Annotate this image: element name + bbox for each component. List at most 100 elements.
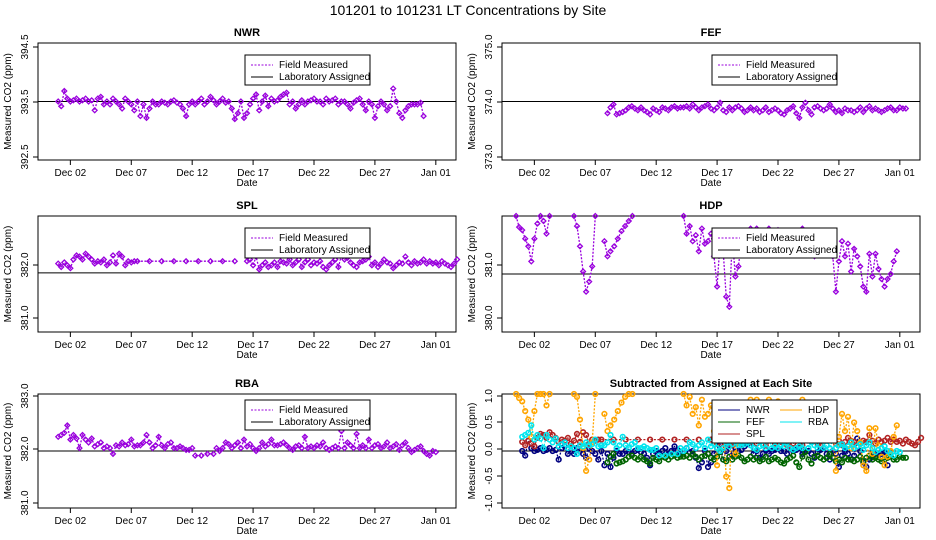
panel-fef-series-field-measured-point bbox=[866, 102, 873, 110]
panel-spl-series-field-measured-point bbox=[134, 257, 141, 265]
panel-spl-series-field-measured-point bbox=[249, 261, 257, 269]
panel-spl-series-field-measured-point bbox=[63, 261, 71, 269]
panel-subtracted-series-rba-point bbox=[869, 445, 876, 452]
panel-subtracted-series-fef-point bbox=[723, 458, 730, 465]
panel-spl-series-field-measured-point bbox=[398, 260, 406, 267]
panel-hdp-series-field-measured-point bbox=[859, 283, 867, 290]
panel-subtracted-series-rba-point bbox=[579, 443, 587, 450]
panel-subtracted-series-rba-point bbox=[826, 445, 833, 452]
panel-rba-series-field-measured-point bbox=[301, 433, 309, 441]
panel-spl-series-field-measured-point bbox=[353, 263, 360, 271]
panel-hdp-series-field-measured-point bbox=[866, 250, 873, 258]
panel-hdp-series-field-measured-point bbox=[683, 230, 690, 238]
panel-subtracted-series-hdp-point bbox=[841, 428, 849, 435]
panel-nwr-series-field-measured-point bbox=[298, 96, 306, 104]
panel-subtracted-series-rba-point bbox=[799, 445, 806, 452]
panel-rba-series-field-measured-point bbox=[197, 452, 205, 459]
panel-fef-series-field-measured-point bbox=[689, 101, 697, 108]
panel-rba-series-field-measured-point bbox=[359, 441, 367, 449]
panel-rba-series-field-measured-point bbox=[353, 430, 360, 438]
panel-subtracted-legend-label-rba: RBA bbox=[808, 417, 829, 428]
panel-spl-x-tick-label: Dec 17 bbox=[237, 340, 269, 351]
panel-fef-series-field-measured-point bbox=[637, 104, 645, 111]
panel-rba-series-field-measured-point bbox=[231, 441, 239, 449]
panel-hdp-series-field-measured-point bbox=[725, 303, 733, 311]
panel-subtracted-series-hdp-point bbox=[723, 473, 730, 480]
panel-nwr-series-field-measured-point bbox=[216, 98, 223, 105]
panel-hdp-series-field-measured-point bbox=[850, 245, 858, 253]
panel-subtracted-y-tick-label: -1.0 bbox=[484, 494, 495, 512]
panel-rba-series-field-measured-point bbox=[395, 446, 403, 454]
panel-rba-series-field-measured-point bbox=[106, 444, 114, 452]
panel-nwr-legend-label-field: Field Measured bbox=[279, 60, 348, 71]
panel-subtracted-series-rba-point bbox=[634, 445, 642, 452]
panel-subtracted-series-nwr-point bbox=[662, 445, 669, 452]
panel-subtracted-series-rba-point bbox=[753, 446, 760, 454]
panel-hdp-series-field-measured-line bbox=[609, 216, 633, 252]
panel-subtracted-series-hdp-point bbox=[863, 467, 870, 475]
panel-rba-x-tick-label: Dec 22 bbox=[298, 516, 330, 527]
panel-spl-series-field-measured-point bbox=[258, 261, 266, 269]
panel-nwr-series-field-measured-point bbox=[371, 114, 379, 122]
panel-hdp-series-field-measured-point bbox=[512, 212, 520, 220]
panel-subtracted-series-rba-point bbox=[847, 439, 855, 446]
panel-nwr-series-field-measured-point bbox=[319, 101, 327, 108]
panel-rba-series-field-measured-point bbox=[112, 441, 120, 449]
panel-spl-series-field-measured-point bbox=[380, 256, 388, 263]
panel-rba-series-field-measured-point bbox=[368, 444, 376, 452]
panel-hdp-series-field-measured-point bbox=[618, 227, 625, 235]
panel-spl-series-field-measured-point bbox=[274, 263, 281, 271]
panel-rba-series-field-measured-point bbox=[124, 440, 132, 448]
panel-subtracted-series-hdp-point bbox=[611, 416, 618, 423]
panel-subtracted-series-hdp-point bbox=[698, 396, 706, 403]
panel-spl-series-field-measured-point bbox=[298, 263, 306, 271]
panel-fef-series-field-measured-point bbox=[707, 105, 715, 112]
panel-subtracted-series-fef-point bbox=[802, 449, 809, 456]
panel-subtracted-series-spl-point bbox=[646, 436, 654, 443]
panel-subtracted-series-spl-point bbox=[878, 438, 885, 446]
panel-subtracted-series-hdp-point bbox=[534, 390, 541, 398]
panel-spl-series-field-measured-point bbox=[368, 261, 376, 269]
panel-fef-x-tick-label: Dec 17 bbox=[701, 168, 733, 179]
panel-spl-series-field-measured-point bbox=[408, 261, 415, 269]
panel-nwr-series-field-measured-point bbox=[237, 98, 245, 105]
panel-rba-series-field-measured-point bbox=[405, 444, 412, 452]
panel-rba-x-tick-label: Dec 02 bbox=[55, 516, 87, 527]
panel-hdp-series-field-measured-point bbox=[524, 242, 532, 250]
panel-spl-series-field-measured-point bbox=[124, 257, 132, 265]
panel-subtracted-series-fef-point bbox=[777, 459, 785, 466]
panel-subtracted-x-tick-label: Dec 17 bbox=[701, 516, 733, 527]
panel-hdp-x-tick-label: Jan 01 bbox=[885, 340, 915, 351]
panel-spl-x-tick-label: Dec 02 bbox=[55, 340, 87, 351]
panel-subtracted-series-nwr-point bbox=[592, 450, 599, 458]
panel-subtracted-series-hdp-point bbox=[582, 467, 590, 475]
panel-fef-series-field-measured-point bbox=[835, 106, 843, 114]
panel-nwr-series-field-measured-point bbox=[194, 98, 202, 105]
panel-subtracted-series-rba-point bbox=[570, 445, 578, 452]
panel-subtracted-series-rba-point bbox=[674, 450, 681, 458]
panel-rba-series-field-measured-point bbox=[319, 439, 327, 446]
panel-fef-series-field-measured-point bbox=[695, 106, 703, 114]
panel-spl-series-field-measured-point bbox=[441, 260, 449, 267]
panel-subtracted-series-rba-point bbox=[531, 436, 538, 443]
panel-hdp-series-field-measured-point bbox=[698, 225, 706, 232]
panel-nwr-series-field-measured-point bbox=[179, 105, 187, 112]
panel-rba-series-field-measured-point bbox=[225, 440, 233, 448]
panel-nwr-series-field-measured-point bbox=[292, 105, 300, 112]
panel-hdp-series-field-measured-point bbox=[875, 265, 882, 273]
panel-subtracted-series-spl-point bbox=[884, 434, 891, 442]
panel-hdp-series-field-measured-point bbox=[527, 258, 535, 265]
panel-nwr-series-field-measured-point bbox=[301, 101, 309, 108]
panel-rba-series-field-measured-point bbox=[258, 439, 266, 446]
panel-rba-series-field-measured-point bbox=[246, 440, 254, 448]
panel-rba-series-field-measured-point bbox=[392, 440, 400, 448]
panel-hdp-series-field-measured-point bbox=[686, 222, 694, 230]
panel-subtracted-series-rba-point bbox=[646, 446, 654, 454]
panel-subtracted-series-hdp-point bbox=[844, 413, 852, 420]
panel-rba-series-field-measured-point bbox=[219, 444, 226, 452]
panel-nwr-series-field-measured-point bbox=[228, 105, 236, 112]
panel-nwr-series-field-measured-point bbox=[246, 101, 254, 108]
panel-subtracted-series-hdp-point bbox=[546, 390, 553, 398]
panel-spl-series-field-measured-point bbox=[335, 263, 342, 271]
panel-nwr-series-field-measured-point bbox=[201, 101, 208, 108]
